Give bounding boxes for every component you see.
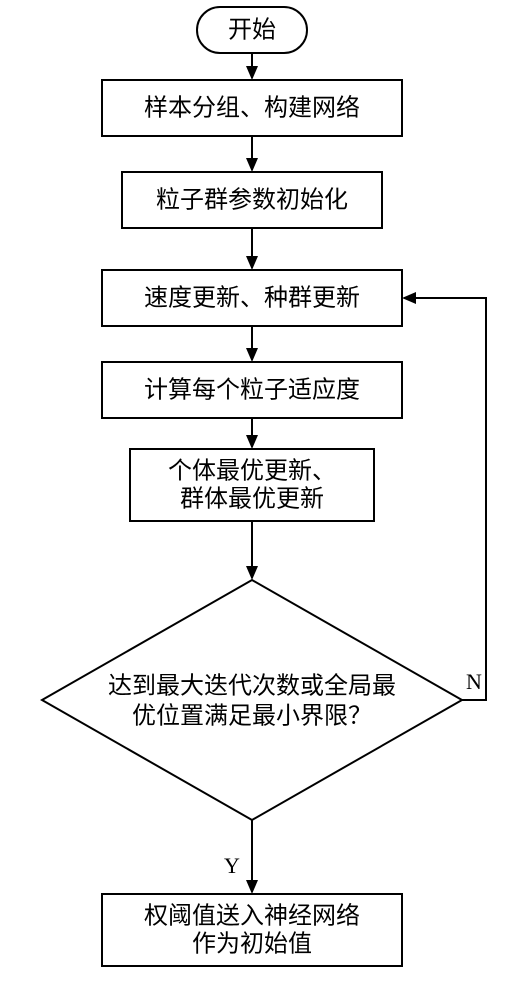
dec-label-2: 优位置满足最小界限？ — [132, 703, 372, 730]
n1-label: 样本分组、构建网络 — [144, 95, 360, 122]
start-label: 开始 — [228, 17, 276, 44]
n2-label: 粒子群参数初始化 — [156, 187, 348, 214]
n5-label-2: 群体最优更新 — [180, 486, 324, 513]
process-init-params: 粒子群参数初始化 — [122, 172, 382, 228]
n6-label-1: 权阈值送入神经网络 — [144, 903, 360, 930]
decision-node: 达到最大迭代次数或全局最 优位置满足最小界限？ — [42, 580, 462, 820]
dec-label-1: 达到最大迭代次数或全局最 — [108, 673, 396, 700]
flowchart: 开始 样本分组、构建网络 粒子群参数初始化 速度更新、种群更新 计算每个粒子适应… — [0, 0, 505, 1000]
edge-dec-n3-loop — [404, 298, 486, 700]
process-fitness: 计算每个粒子适应度 — [102, 362, 402, 418]
n5-label-1: 个体最优更新、 — [168, 458, 336, 485]
n6-label-2: 作为初始值 — [192, 931, 312, 958]
process-sample-group: 样本分组、构建网络 — [102, 80, 402, 136]
n4-label: 计算每个粒子适应度 — [144, 377, 360, 404]
branch-label-no: N — [466, 669, 482, 694]
process-update-velocity: 速度更新、种群更新 — [102, 270, 402, 326]
process-update-best: 个体最优更新、 群体最优更新 — [130, 449, 374, 521]
process-output-weights: 权阈值送入神经网络 作为初始值 — [102, 894, 402, 966]
branch-label-yes: Y — [224, 853, 240, 878]
start-node: 开始 — [197, 7, 307, 53]
n3-label: 速度更新、种群更新 — [144, 285, 360, 312]
